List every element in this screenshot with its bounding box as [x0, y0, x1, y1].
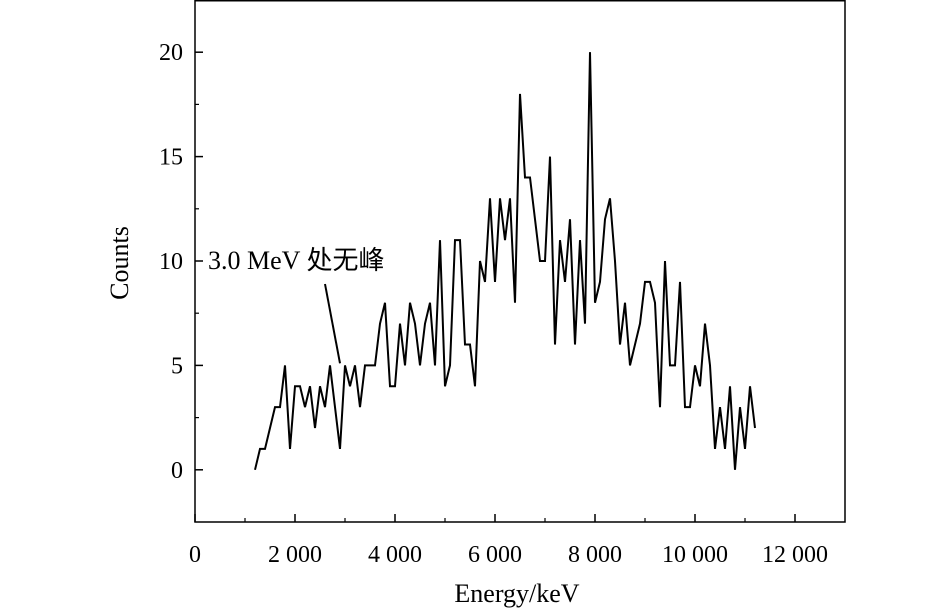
x-tick-label: 10 000 — [662, 542, 728, 568]
x-tick-label: 6 000 — [468, 542, 522, 568]
y-tick-label: 20 — [159, 40, 183, 66]
x-tick-label: 8 000 — [568, 542, 622, 568]
annotation-label: 3.0 MeV 处无峰 — [208, 246, 384, 275]
x-tick-label: 4 000 — [368, 542, 422, 568]
annotation-pointer-line — [324, 283, 341, 364]
y-axis-ticks: 0 5 10 15 20 — [159, 40, 203, 484]
y-tick-label: 15 — [159, 145, 183, 171]
x-tick-label: 12 000 — [762, 542, 828, 568]
series-line — [254, 52, 756, 471]
x-tick-label: 0 — [189, 542, 201, 568]
x-axis-title: Energy/keV — [454, 579, 579, 608]
y-tick-label: 0 — [171, 458, 183, 484]
y-tick-label: 10 — [159, 249, 183, 275]
x-tick-label: 2 000 — [268, 542, 322, 568]
x-axis-ticks: 0 2 000 4 000 6 000 8 000 10 000 12 000 — [189, 514, 828, 568]
y-axis-title: Counts — [105, 226, 134, 300]
y-tick-label: 5 — [171, 353, 183, 379]
